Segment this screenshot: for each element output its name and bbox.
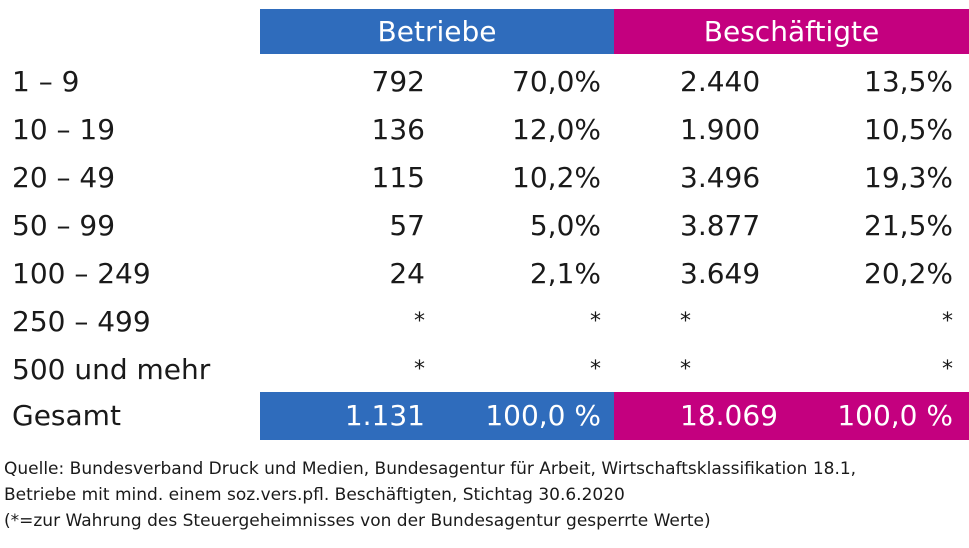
table-row: 500 und mehr * * * * <box>0 346 969 394</box>
header-beschaeftigte: Beschäftigte <box>614 9 969 54</box>
table-row: 20 – 49 115 10,2% 3.496 19,3% <box>0 154 969 202</box>
beschaeftigte-count: 1.900 <box>680 113 761 146</box>
betriebe-count: 792 <box>371 65 425 98</box>
betriebe-percent: 2,1% <box>529 257 601 290</box>
beschaeftigte-percent: 20,2% <box>864 257 953 290</box>
betriebe-percent: * <box>590 357 601 382</box>
table-row: 100 – 249 24 2,1% 3.649 20,2% <box>0 250 969 298</box>
row-label: 250 – 499 <box>12 305 151 338</box>
total-row: Gesamt 1.131 100,0 % 18.069 100,0 % <box>0 392 969 440</box>
total-betriebe-band <box>260 392 614 440</box>
beschaeftigte-percent: 19,3% <box>864 161 953 194</box>
beschaeftigte-count: * <box>680 357 691 382</box>
beschaeftigte-count: 3.496 <box>680 161 761 194</box>
row-label: 50 – 99 <box>12 209 116 242</box>
beschaeftigte-count: 3.649 <box>680 257 761 290</box>
betriebe-percent: 100,0 % <box>485 399 601 432</box>
table-row: 50 – 99 57 5,0% 3.877 21,5% <box>0 202 969 250</box>
row-label: 10 – 19 <box>12 113 116 146</box>
betriebe-count: 136 <box>371 113 425 146</box>
betriebe-count: * <box>414 357 425 382</box>
table-row: 1 – 9 792 70,0% 2.440 13,5% <box>0 58 969 106</box>
row-label: 100 – 249 <box>12 257 151 290</box>
betriebe-count: 1.131 <box>344 399 425 432</box>
beschaeftigte-percent: 13,5% <box>864 65 953 98</box>
row-label: Gesamt <box>12 399 121 432</box>
beschaeftigte-count: * <box>680 309 691 334</box>
beschaeftigte-count: 2.440 <box>680 65 761 98</box>
total-beschaeftigte-band <box>614 392 969 440</box>
table-row: 10 – 19 136 12,0% 1.900 10,5% <box>0 106 969 154</box>
footnote-asterisk: (*=zur Wahrung des Steuergeheimnisses vo… <box>4 511 711 531</box>
header-betriebe: Betriebe <box>260 9 614 54</box>
beschaeftigte-percent: 100,0 % <box>837 399 953 432</box>
betriebe-percent: 12,0% <box>512 113 601 146</box>
beschaeftigte-percent: 21,5% <box>864 209 953 242</box>
betriebe-count: 115 <box>371 161 425 194</box>
row-label: 500 und mehr <box>12 353 211 386</box>
betriebe-count: 24 <box>389 257 425 290</box>
beschaeftigte-percent: * <box>942 357 953 382</box>
beschaeftigte-percent: 10,5% <box>864 113 953 146</box>
beschaeftigte-count: 18.069 <box>680 399 778 432</box>
row-label: 1 – 9 <box>12 65 80 98</box>
beschaeftigte-count: 3.877 <box>680 209 761 242</box>
row-label: 20 – 49 <box>12 161 116 194</box>
betriebe-count: * <box>414 309 425 334</box>
table-row: 250 – 499 * * * * <box>0 298 969 346</box>
footnote-scope: Betriebe mit mind. einem soz.vers.pfl. B… <box>4 485 625 505</box>
betriebe-percent: * <box>590 309 601 334</box>
betriebe-count: 57 <box>389 209 425 242</box>
betriebe-percent: 5,0% <box>529 209 601 242</box>
footnote-source: Quelle: Bundesverband Druck und Medien, … <box>4 459 857 479</box>
betriebe-percent: 10,2% <box>512 161 601 194</box>
betriebe-percent: 70,0% <box>512 65 601 98</box>
beschaeftigte-percent: * <box>942 309 953 334</box>
